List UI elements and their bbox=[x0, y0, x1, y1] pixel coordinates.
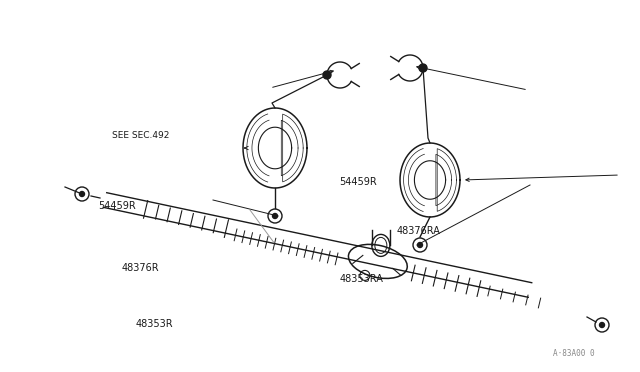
Text: 48353R: 48353R bbox=[135, 319, 173, 328]
Text: SEE SEC.492: SEE SEC.492 bbox=[112, 131, 170, 140]
Text: 48376RA: 48376RA bbox=[397, 226, 441, 235]
Text: 54459R: 54459R bbox=[339, 177, 377, 187]
Circle shape bbox=[79, 192, 84, 196]
Circle shape bbox=[417, 243, 422, 247]
Text: A·83A00 0: A·83A00 0 bbox=[554, 349, 595, 358]
Text: 48353RA: 48353RA bbox=[339, 274, 383, 284]
Circle shape bbox=[323, 71, 331, 79]
Circle shape bbox=[273, 214, 278, 218]
Circle shape bbox=[419, 64, 427, 72]
Circle shape bbox=[600, 323, 605, 327]
Text: 54459R: 54459R bbox=[99, 202, 136, 211]
Text: 48376R: 48376R bbox=[121, 263, 159, 273]
